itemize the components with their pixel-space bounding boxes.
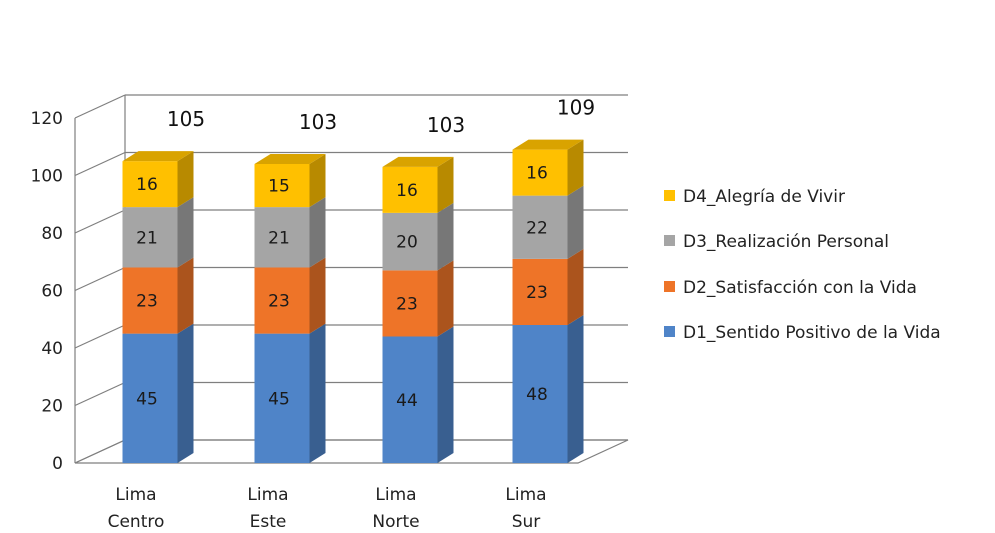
data-label: 23 [136,292,158,312]
data-label: 48 [526,385,548,405]
bar-side [437,202,454,271]
legend-swatch [664,190,675,201]
data-label: 20 [396,233,418,253]
bar-segment [122,267,178,334]
bar-side [309,323,326,463]
x-tick-label-line: Lima [115,485,156,505]
data-label: 16 [136,175,158,195]
bar-segment [382,166,438,213]
data-label: 23 [526,283,548,303]
bar-segment [122,161,178,208]
x-tick-label-line: Lima [505,485,546,505]
gridline-diagonal [74,381,126,407]
bar-side [177,323,194,463]
legend-swatch [664,326,675,337]
bar-segment [122,207,178,268]
data-label: 22 [526,218,548,238]
gridline-diagonal [74,94,126,119]
data-label: 23 [268,292,290,312]
legend-swatch [664,281,675,292]
bar-side [309,154,326,208]
bar-top [254,154,326,164]
bar-side [309,257,326,334]
data-label: 23 [396,294,418,314]
bar-segment [254,267,310,334]
bar-stack: 44 23 20 16 103 Lima Norte [372,113,465,532]
bar-side [177,197,194,268]
legend-label: D4_Alegría de Vivir [683,187,845,207]
y-tick-label: 0 [52,454,63,474]
gridline-diagonal [74,266,126,292]
bar-segment [122,333,178,463]
total-label: 103 [299,110,337,134]
total-label: 109 [557,96,595,120]
bar-segment [382,336,438,463]
gridline-diagonal [74,324,126,349]
legend-label: D1_Sentido Positivo de la Vida [683,323,941,343]
data-label: 21 [136,228,158,248]
bar-segment [382,212,438,271]
bar-side [177,151,194,208]
bar-top [122,151,194,162]
bar-segment [512,149,568,196]
bar-segment [254,333,310,463]
bar-stack: 48 23 22 16 109 Lima Sur [505,96,595,532]
bar-stack: 45 23 21 16 105 Lima Centro [108,107,205,532]
x-tick-label-line: Norte [372,512,419,532]
bar-segment [512,195,568,259]
bar-side [567,185,584,259]
y-tick-label: 100 [31,167,63,187]
bar-segment [512,258,568,325]
y-tick-label: 60 [41,282,63,302]
bar-side [567,315,584,463]
y-tick-label: 20 [41,397,63,417]
bar-top [512,139,584,150]
legend: D4_Alegría de Vivir D3_Realización Person… [664,187,941,343]
bar-stack: 45 23 21 15 103 Lima Este [247,110,337,532]
bar-side [437,260,454,337]
x-tick-label-line: Sur [512,512,541,532]
x-tick-label-line: Lima [247,485,288,505]
bar-side [567,139,584,196]
data-label: 45 [136,389,158,409]
bar-segment [512,325,568,463]
legend-label: D2_Satisfacción con la Vida [683,278,917,298]
legend-swatch [664,235,675,246]
bar-side [567,248,584,325]
bar-side [437,156,454,213]
data-label: 15 [268,177,290,197]
y-tick-label: 120 [31,109,63,129]
bar-segment [254,207,310,268]
data-label: 44 [396,391,418,411]
bar-segment [382,270,438,337]
data-label: 21 [268,228,290,248]
x-tick-label-line: Lima [375,485,416,505]
x-tick-label: Lima Este [247,485,288,532]
x-tick-label: Lima Sur [505,485,546,532]
y-tick-label: 80 [41,224,63,244]
data-label: 45 [268,389,290,409]
bar-side [309,197,326,268]
bar-side [437,326,454,463]
gridline-diagonal [74,209,126,234]
bar-segment [254,164,310,208]
x-tick-label-line: Este [250,512,287,532]
data-label: 16 [526,164,548,184]
data-label: 16 [396,181,418,201]
total-label: 105 [167,107,205,131]
x-tick-label: Lima Centro [108,485,165,532]
x-tick-label: Lima Norte [372,485,419,532]
bar-side [177,257,194,334]
bar-top [382,156,454,167]
gridline-diagonal [74,151,126,177]
x-tick-label-line: Centro [108,512,165,532]
total-label: 103 [427,113,465,137]
y-tick-label: 40 [41,339,63,359]
legend-label: D3_Realización Personal [683,232,889,252]
